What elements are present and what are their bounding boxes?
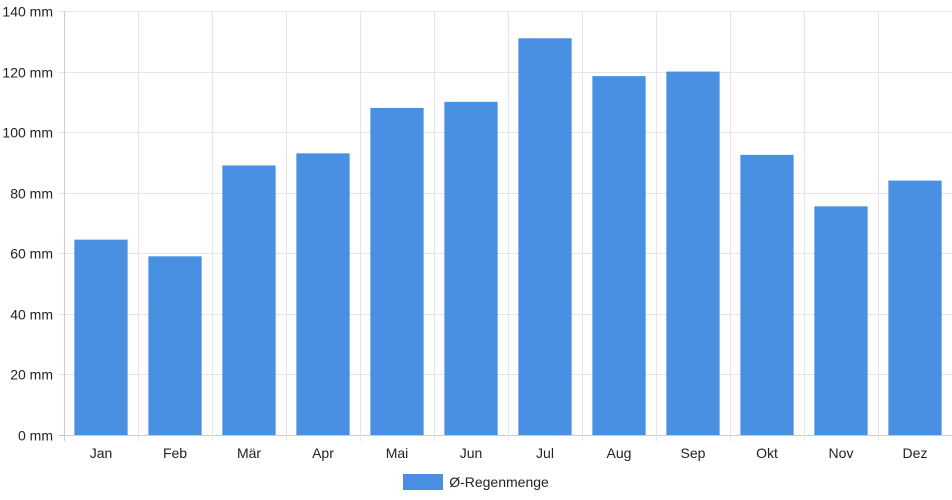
bar[interactable]	[740, 154, 794, 435]
bar[interactable]	[296, 153, 350, 436]
x-tick-label: Apr	[312, 445, 334, 461]
x-tick-label: Nov	[829, 445, 854, 461]
axis-layer: 0 mm 20 mm 40 mm 60 mm 80 mm 100 mm 120 mm 140 …	[2, 4, 927, 462]
y-tick-label: 40 mm	[10, 307, 53, 323]
bar[interactable]	[592, 76, 646, 435]
bar[interactable]	[370, 107, 424, 436]
y-tick-label: 0 mm	[18, 428, 53, 444]
x-tick-label: Mai	[386, 445, 409, 461]
x-tick-label: Sep	[681, 445, 706, 461]
y-tick-label: 120 mm	[2, 65, 53, 81]
x-tick-label: Aug	[607, 445, 632, 461]
legend: Ø-Regenmenge	[0, 472, 952, 492]
x-tick-label: Mär	[237, 445, 261, 461]
rainfall-bar-chart: 0 mm 20 mm 40 mm 60 mm 80 mm 100 mm 120 mm 140 …	[2, 4, 952, 462]
bar[interactable]	[74, 239, 128, 435]
bar[interactable]	[888, 180, 942, 435]
bar[interactable]	[222, 165, 276, 435]
x-tick-label: Feb	[163, 445, 187, 461]
bar[interactable]	[814, 206, 868, 435]
bar[interactable]	[444, 101, 498, 435]
y-tick-label: 140 mm	[2, 4, 53, 20]
y-tick-label: 80 mm	[10, 186, 53, 202]
bars-layer	[74, 38, 942, 436]
y-tick-label: 100 mm	[2, 125, 53, 141]
x-tick-label: Jun	[460, 445, 483, 461]
y-tick-label: 20 mm	[10, 367, 53, 383]
y-tick-label: 60 mm	[10, 246, 53, 262]
legend-label[interactable]: Ø-Regenmenge	[449, 474, 549, 490]
bar[interactable]	[666, 71, 720, 436]
x-tick-label: Jan	[90, 445, 113, 461]
x-tick-label: Okt	[756, 445, 778, 461]
legend-swatch[interactable]	[403, 474, 444, 490]
x-tick-label: Dez	[903, 445, 928, 461]
x-tick-label: Jul	[536, 445, 554, 461]
grid-layer	[58, 11, 952, 441]
bar[interactable]	[148, 256, 202, 435]
bar[interactable]	[518, 38, 572, 435]
